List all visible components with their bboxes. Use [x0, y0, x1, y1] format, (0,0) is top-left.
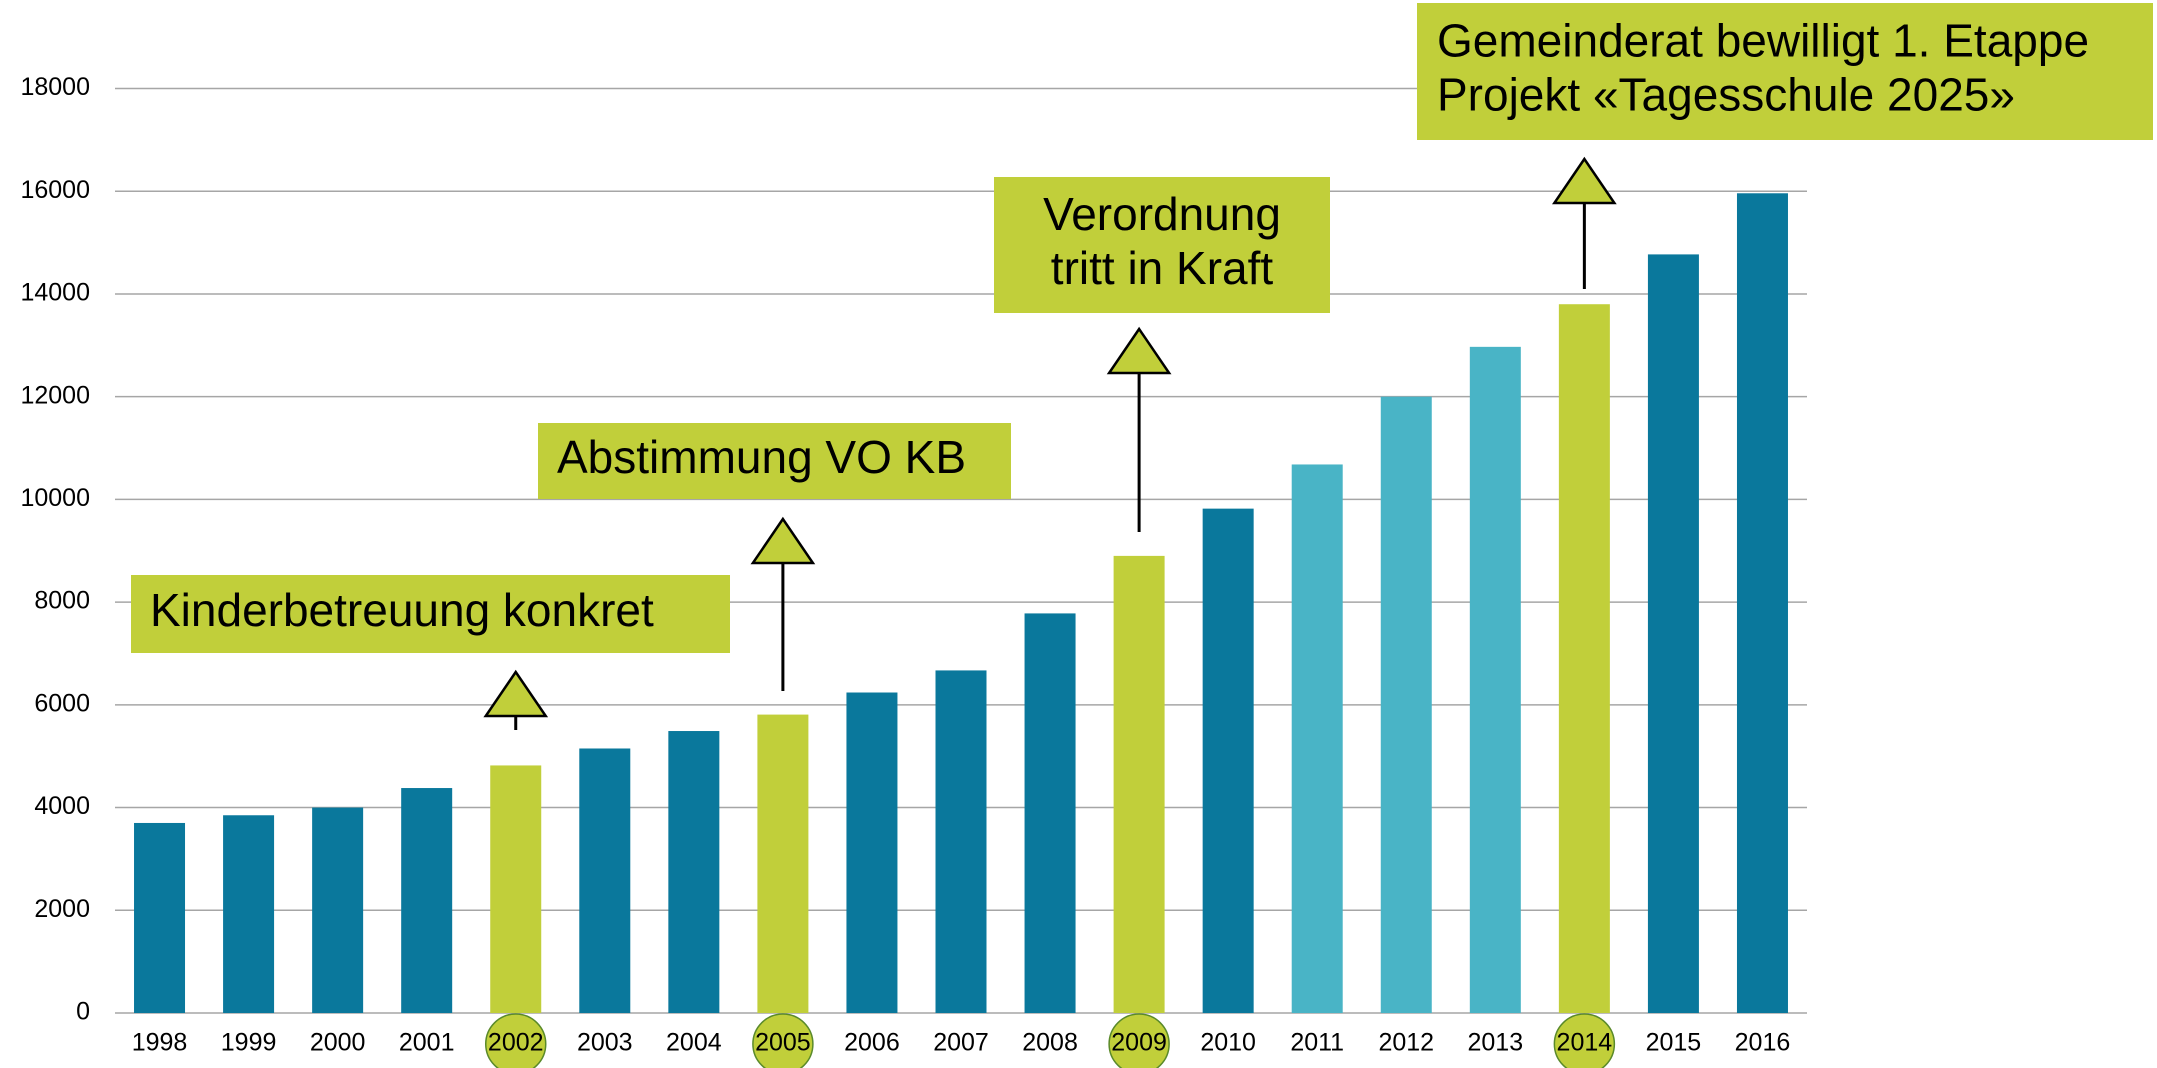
annotation-box	[538, 423, 1011, 499]
y-tick-label: 8000	[34, 587, 90, 615]
x-tick-label: 2003	[577, 1029, 633, 1057]
bar	[1380, 396, 1432, 1014]
y-tick-label: 18000	[20, 73, 90, 101]
x-tick-label: 2002	[488, 1029, 544, 1057]
annotation-box	[1417, 3, 2153, 140]
y-tick-label: 6000	[34, 689, 90, 717]
x-tick-label: 2004	[666, 1029, 722, 1057]
x-tick-label: 1999	[221, 1029, 277, 1057]
y-tick-label: 12000	[20, 381, 90, 409]
bar	[312, 807, 364, 1013]
annotation-text: Verordnung	[1043, 188, 1281, 240]
x-tick-label: 2009	[1111, 1029, 1167, 1057]
category-highlight	[484, 1013, 547, 1068]
bar	[401, 788, 453, 1013]
x-tick-label: 2001	[399, 1029, 455, 1057]
bar	[1469, 346, 1521, 1013]
category-highlight	[752, 1013, 814, 1068]
x-tick-label: 2013	[1468, 1029, 1524, 1057]
bar	[935, 670, 987, 1013]
annotation-box	[131, 575, 730, 653]
x-tick-label: 2008	[1022, 1029, 1078, 1057]
y-tick-label: 2000	[34, 895, 90, 923]
y-tick-label: 16000	[20, 176, 90, 204]
annotation-arrow-head	[750, 516, 816, 565]
y-tick-label: 14000	[20, 279, 90, 307]
bar	[1647, 254, 1699, 1014]
annotation-arrow-head	[1106, 326, 1172, 375]
annotation-text: Projekt «Tagesschule 2025»	[1437, 69, 2015, 121]
x-tick-label: 2014	[1557, 1029, 1613, 1057]
x-tick-label: 1998	[132, 1029, 188, 1057]
x-tick-label: 2006	[844, 1029, 900, 1057]
x-tick-label: 2015	[1646, 1029, 1702, 1057]
y-tick-label: 0	[76, 998, 90, 1026]
x-tick-label: 2011	[1290, 1029, 1344, 1057]
bar	[1202, 508, 1254, 1013]
annotation-text: Kinderbetreuung konkret	[150, 584, 654, 636]
bar	[668, 731, 720, 1013]
x-tick-label: 2012	[1378, 1029, 1434, 1057]
category-highlight	[1108, 1013, 1170, 1068]
bar	[1558, 304, 1610, 1013]
annotation-arrow-head	[483, 669, 549, 718]
bar	[223, 815, 275, 1013]
annotation-text: Gemeinderat bewilligt 1. Etappe	[1437, 15, 2089, 67]
bar	[1113, 555, 1165, 1013]
bar	[490, 765, 542, 1013]
x-tick-label: 2016	[1735, 1029, 1791, 1057]
x-tick-label: 2007	[933, 1029, 989, 1057]
bar	[134, 822, 186, 1013]
annotation-text: tritt in Kraft	[1051, 242, 1274, 294]
y-tick-label: 4000	[34, 792, 90, 820]
bar	[1024, 613, 1076, 1013]
annotation-box	[994, 177, 1330, 313]
bar	[1736, 193, 1788, 1013]
x-tick-label: 2010	[1200, 1029, 1256, 1057]
category-highlight	[1553, 1013, 1616, 1068]
annotation-arrow-head	[1552, 156, 1617, 205]
x-tick-label: 2005	[755, 1029, 811, 1057]
y-tick-label: 10000	[20, 484, 90, 512]
bar	[579, 748, 631, 1013]
bar	[757, 714, 809, 1013]
bar	[1291, 464, 1343, 1013]
x-tick-label: 2000	[310, 1029, 366, 1057]
bar	[846, 692, 898, 1013]
annotation-text: Abstimmung VO KB	[557, 431, 966, 483]
